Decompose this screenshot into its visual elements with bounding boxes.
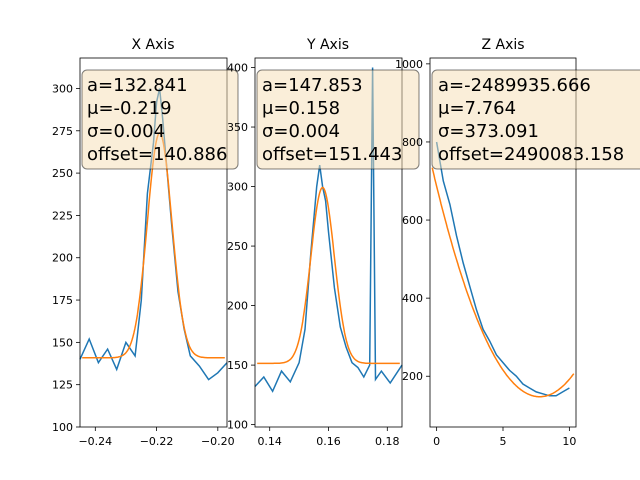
- x-tick-label: 10: [562, 435, 576, 448]
- plot-area: −0.24 −0.22 −0.20 100 125 150 175 200 225 250 275 3…: [52, 57, 235, 448]
- fit-param-a: a=147.853: [262, 75, 363, 96]
- data-series-line: [435, 141, 570, 397]
- y-tick-label: 125: [52, 379, 73, 392]
- x-tick-label: 0.14: [257, 435, 282, 448]
- y-tick-label: 400: [402, 292, 423, 305]
- fit-param-a: a=-2489935.666: [438, 75, 591, 96]
- x-tick-label: −0.22: [140, 435, 174, 448]
- fit-parameters-box: a=-2489935.666 μ=7.764 σ=373.091 offset=…: [431, 69, 640, 170]
- fit-param-offset: offset=151.443: [262, 144, 402, 165]
- fit-param-sigma: σ=0.004: [87, 121, 165, 142]
- subplot-title: Y Axis: [306, 37, 349, 53]
- subplot-y-axis: Y Axis 0.14 0.16 0.18 100 150 200 250 300 350 400…: [227, 37, 420, 448]
- fit-param-a: a=132.841: [87, 75, 188, 96]
- y-tick-label: 200: [402, 370, 423, 383]
- fit-parameters-box: a=147.853 μ=0.158 σ=0.004 offset=151.443: [256, 69, 420, 170]
- x-tick-label: 0.18: [375, 435, 400, 448]
- y-tick-label: 200: [227, 300, 248, 313]
- fit-curve-line: [431, 167, 575, 398]
- y-tick-label: 300: [52, 82, 73, 95]
- plot-area: 0.14 0.16 0.18 100 150 200 250 300 350 400: [227, 57, 403, 448]
- axes-frame: [79, 57, 228, 428]
- fit-param-sigma: σ=0.004: [262, 121, 340, 142]
- fit-param-offset: offset=2490083.158: [438, 144, 624, 165]
- y-tick-label: 350: [227, 121, 248, 134]
- x-tick-label: 0: [433, 435, 440, 448]
- subplot-x-axis: X Axis −0.24 −0.22 −0.20 100 125 150 175 200 225…: [52, 37, 239, 448]
- y-tick-label: 250: [227, 240, 248, 253]
- y-tick-label: 250: [52, 167, 73, 180]
- subplot-z-axis: Z Axis 0 5 10 200 400 600 800 1000 a=-2489935.6…: [395, 37, 640, 448]
- y-tick-label: 100: [227, 419, 248, 432]
- data-series-line: [254, 67, 403, 393]
- y-tick-label: 275: [52, 125, 73, 138]
- fit-param-mu: μ=0.158: [262, 98, 340, 119]
- fit-curve-line: [257, 186, 400, 365]
- fit-param-mu: μ=7.764: [438, 98, 516, 119]
- subplot-title: X Axis: [131, 37, 174, 53]
- fit-parameters-box: a=132.841 μ=-0.219 σ=0.004 offset=140.88…: [81, 69, 239, 170]
- x-tick-label: −0.20: [201, 435, 235, 448]
- y-tick-label: 1000: [395, 58, 423, 71]
- y-tick-label: 100: [52, 421, 73, 434]
- y-tick-label: 150: [52, 336, 73, 349]
- y-tick-label: 175: [52, 294, 73, 307]
- y-tick-label: 225: [52, 209, 73, 222]
- y-tick-label: 150: [227, 359, 248, 372]
- x-tick-label: −0.24: [78, 435, 112, 448]
- y-tick-label: 200: [52, 252, 73, 265]
- fit-param-mu: μ=-0.219: [87, 98, 172, 119]
- y-tick-label: 400: [227, 62, 248, 75]
- plot-area: 0 5 10 200 400 600 800 1000: [395, 57, 577, 448]
- fit-param-offset: offset=140.886: [87, 144, 227, 165]
- y-tick-label: 800: [402, 136, 423, 149]
- fit-param-sigma: σ=373.091: [438, 121, 539, 142]
- x-tick-label: 5: [500, 435, 507, 448]
- subplot-title: Z Axis: [481, 37, 524, 53]
- y-tick-label: 300: [227, 181, 248, 194]
- x-tick-label: 0.16: [316, 435, 341, 448]
- y-tick-label: 600: [402, 214, 423, 227]
